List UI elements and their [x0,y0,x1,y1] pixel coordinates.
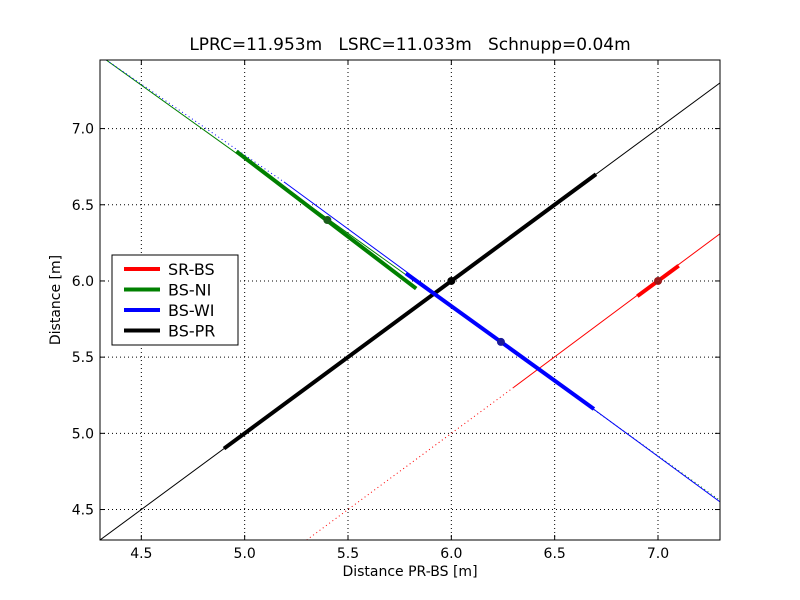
x-tick-label: 4.5 [130,546,152,562]
plot-area [100,60,720,540]
legend-label: BS-NI [168,281,211,300]
y-axis-label: Distance [m] [48,255,64,345]
chart-title: LPRC=11.953m LSRC=11.033m Schnupp=0.04m [189,35,630,55]
series-bs-pr-thick-segment [222,172,598,451]
series-bs-wi-marker [496,337,505,346]
series-bs-ni-dotted-line [548,376,720,501]
x-tick-label: 7.0 [647,546,669,562]
y-tick-label: 5.5 [72,350,94,366]
legend-label: SR-BS [168,260,215,279]
x-tick-label: 6.0 [440,546,462,562]
legend-label: BS-WI [168,301,215,320]
series-bs-ni-marker [323,216,332,224]
y-tick-label: 6.5 [72,198,94,214]
axis-ticks: 4.5 5.0 5.5 6.0 6.5 7.0 4.5 5.0 5.5 6.0 6.5 7.0 [72,60,720,562]
x-tick-label: 6.5 [544,546,566,562]
series-bs-wi-dotted-line [105,60,285,183]
series-sr-bs-marker [654,276,662,285]
y-tick-label: 7.0 [72,122,94,138]
x-tick-label: 5.0 [234,546,256,562]
x-tick-label: 5.5 [337,546,359,562]
y-tick-label: 6.0 [72,274,94,290]
legend-label: BS-PR [168,322,215,341]
x-axis-label: Distance PR-BS [m] [342,564,477,580]
y-tick-label: 4.5 [72,503,94,519]
series-bs-pr-marker [447,276,456,285]
series-sr-bs-dotted-line [306,387,514,540]
plot-frame [99,59,721,541]
y-tick-label: 5.0 [72,426,94,442]
series-sr-bs-line [513,233,720,389]
grid [100,60,720,540]
